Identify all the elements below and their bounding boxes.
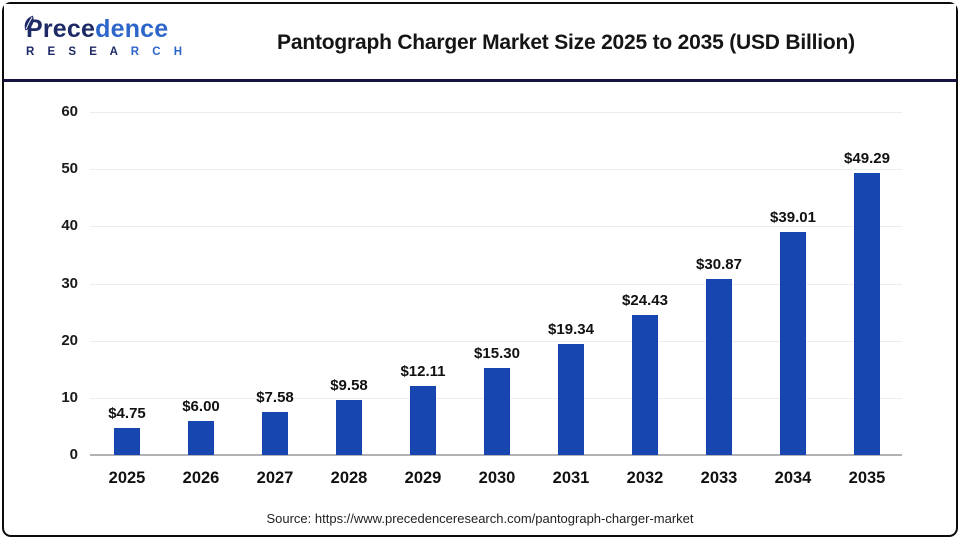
- x-axis-tick-2025: 2025: [108, 469, 146, 487]
- bar-value-label-2028: $9.58: [330, 377, 368, 395]
- bar-value-label-2029: $12.11: [400, 362, 446, 380]
- bar-group-2026: $6.00: [156, 398, 246, 455]
- bar-2033: [706, 278, 732, 455]
- y-axis-tick-10: 10: [61, 388, 78, 406]
- bar-group-2032: $24.43: [600, 292, 690, 455]
- bar-value-label-2025: $4.75: [108, 404, 146, 422]
- bar-group-2027: $7.58: [230, 389, 320, 455]
- bar-value-label-2032: $24.43: [622, 292, 668, 310]
- x-axis-tick-2026: 2026: [182, 469, 220, 487]
- x-axis-tick-2032: 2032: [626, 469, 664, 487]
- bar-value-label-2027: $7.58: [256, 388, 294, 406]
- bar-2027: [262, 411, 288, 455]
- header-divider: [3, 79, 957, 82]
- y-axis-tick-30: 30: [61, 274, 78, 292]
- bar-value-label-2026: $6.00: [182, 397, 220, 415]
- gridline-60: [90, 112, 902, 113]
- bar-group-2033: $30.87: [674, 256, 764, 455]
- bar-2031: [558, 344, 584, 455]
- y-axis-tick-20: 20: [61, 331, 78, 349]
- bar-2032: [632, 315, 658, 455]
- leaf-icon: [18, 8, 39, 36]
- bar-value-label-2030: $15.30: [474, 344, 520, 362]
- bar-value-label-2035: $49.29: [844, 150, 890, 168]
- bar-value-label-2034: $39.01: [770, 209, 816, 226]
- bar-group-2034: $39.01: [748, 209, 838, 455]
- bar-2030: [484, 367, 510, 455]
- bar-group-2031: $19.34: [526, 321, 616, 455]
- x-axis-tick-2031: 2031: [552, 469, 590, 487]
- x-axis-line: [90, 454, 902, 456]
- y-axis-tick-40: 40: [61, 217, 78, 235]
- y-axis-tick-50: 50: [61, 160, 78, 178]
- x-axis-tick-2034: 2034: [774, 469, 812, 487]
- chart-title: Pantograph Charger Market Size 2025 to 2…: [277, 31, 855, 54]
- y-axis-tick-0: 0: [69, 446, 78, 463]
- bar-2035: [854, 173, 880, 455]
- bar-2028: [336, 400, 362, 455]
- bar-group-2035: $49.29: [822, 150, 912, 455]
- source-note: Source: https://www.precedenceresearch.c…: [266, 511, 694, 526]
- logo-text-light: dence: [95, 15, 169, 43]
- bar-2034: [780, 232, 806, 455]
- gridline-40: [90, 226, 902, 228]
- bar-group-2028: $9.58: [304, 377, 394, 455]
- plot-area: 0 10 20 30 40 50 60 $4.75 2025 $6.00 2026 $7.58 2027…: [61, 103, 902, 487]
- bar-value-label-2033: $30.87: [696, 255, 742, 273]
- x-axis-tick-2029: 2029: [404, 469, 442, 487]
- x-axis-tick-2027: 2027: [256, 469, 294, 487]
- logo-wordmark: Precedence: [24, 15, 187, 43]
- bar-2029: [410, 385, 436, 455]
- x-axis-tick-2030: 2030: [478, 469, 516, 487]
- x-axis-tick-2028: 2028: [330, 469, 368, 487]
- precedence-research-logo: Precedence R E S E A R C H: [24, 15, 188, 59]
- gridline-20: [90, 340, 902, 342]
- gridline-50: [90, 169, 902, 171]
- logo-text-dark: Prece: [26, 15, 96, 43]
- x-axis-tick-2035: 2035: [848, 469, 886, 487]
- bar-group-2025: $4.75: [82, 405, 172, 455]
- bar-group-2030: $15.30: [452, 345, 542, 455]
- y-axis-tick-60: 60: [61, 103, 78, 120]
- bar-2026: [188, 420, 214, 455]
- bar-group-2029: $12.11: [378, 363, 468, 455]
- bar-value-label-2031: $19.34: [548, 321, 594, 339]
- bar-2025: [114, 427, 140, 455]
- x-axis-tick-2033: 2033: [700, 469, 738, 487]
- gridline-30: [90, 283, 902, 285]
- logo-subtitle: R E S E A R C H: [26, 46, 188, 58]
- header: Precedence R E S E A R C H Pantograph Ch…: [4, 4, 956, 79]
